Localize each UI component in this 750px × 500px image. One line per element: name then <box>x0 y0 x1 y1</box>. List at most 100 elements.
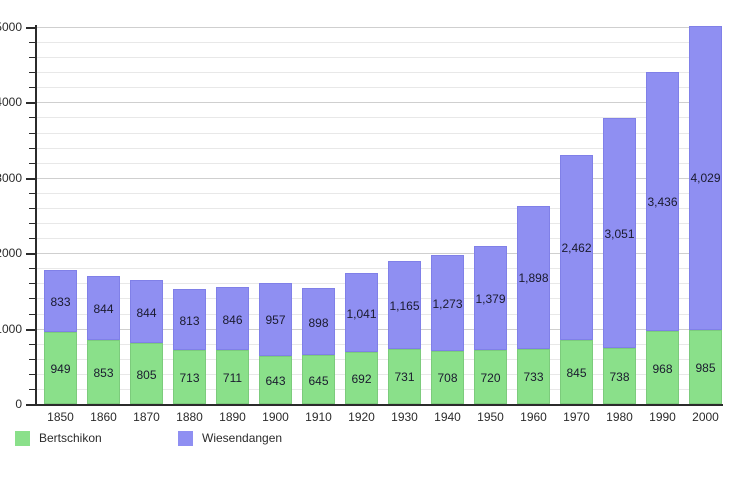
y-axis-tick <box>29 57 36 59</box>
bar-segment-wiesendangen[interactable]: 3,051 <box>603 118 636 349</box>
y-axis-tick <box>29 283 36 285</box>
x-axis-tick-label: 1930 <box>391 410 418 424</box>
bar-segment-wiesendangen[interactable]: 1,379 <box>474 245 507 350</box>
bar-value-label: 643 <box>265 373 286 388</box>
y-axis-tick <box>29 313 36 315</box>
bar-segment-bertschikon[interactable]: 713 <box>173 350 206 404</box>
bar-segment-bertschikon[interactable]: 853 <box>87 339 120 404</box>
bar-value-label: 813 <box>179 313 200 328</box>
bar-value-label: 833 <box>50 295 71 310</box>
bar-segment-wiesendangen[interactable]: 957 <box>259 283 292 356</box>
bar-segment-bertschikon[interactable]: 720 <box>474 349 507 404</box>
bar-value-label: 1,379 <box>475 291 506 306</box>
y-axis-tick <box>29 117 36 119</box>
bar-segment-bertschikon[interactable]: 731 <box>388 348 421 404</box>
bar-segment-bertschikon[interactable]: 645 <box>302 355 335 404</box>
bar-group[interactable]: 711 846 <box>216 286 249 404</box>
gridline-minor <box>36 238 722 240</box>
bar-group[interactable]: 720 1,379 <box>474 245 507 404</box>
bar-value-label: 733 <box>523 370 544 385</box>
bar-group[interactable]: 708 1,273 <box>431 254 464 404</box>
x-axis-tick-label: 1960 <box>520 410 547 424</box>
bar-value-label: 846 <box>222 312 243 327</box>
bar-segment-wiesendangen[interactable]: 846 <box>216 286 249 351</box>
bar-segment-wiesendangen[interactable]: 813 <box>173 288 206 351</box>
bar-group[interactable]: 692 1,041 <box>345 273 378 404</box>
bar-segment-wiesendangen[interactable]: 844 <box>87 276 120 340</box>
bar-value-label: 1,898 <box>518 271 549 286</box>
x-axis-line <box>35 404 723 406</box>
bar-group[interactable]: 985 4,029 <box>689 25 722 404</box>
bar-segment-bertschikon[interactable]: 708 <box>431 350 464 404</box>
gridline-minor <box>36 147 722 149</box>
y-axis-tick <box>29 223 36 225</box>
bar-value-label: 898 <box>308 315 329 330</box>
bar-group[interactable]: 731 1,165 <box>388 261 421 404</box>
bar-segment-wiesendangen[interactable]: 1,273 <box>431 254 464 351</box>
bar-value-label: 708 <box>437 371 458 386</box>
bar-segment-wiesendangen[interactable]: 1,898 <box>517 205 550 349</box>
y-axis-tick <box>29 298 36 300</box>
bar-segment-bertschikon[interactable]: 738 <box>603 348 636 404</box>
bar-segment-bertschikon[interactable]: 968 <box>646 331 679 404</box>
x-axis-tick-label: 1900 <box>262 410 289 424</box>
bar-segment-bertschikon[interactable]: 643 <box>259 355 292 404</box>
x-axis-tick-label: 1970 <box>563 410 590 424</box>
bar-segment-bertschikon[interactable]: 692 <box>345 351 378 404</box>
y-axis-tick <box>29 72 36 74</box>
bar-value-label: 844 <box>93 301 114 316</box>
bar-group[interactable]: 738 3,051 <box>603 118 636 404</box>
legend-label: Wiesendangen <box>202 431 283 445</box>
gridline-minor <box>36 162 722 164</box>
x-axis-tick-label: 1990 <box>649 410 676 424</box>
bar-value-label: 2,462 <box>561 241 592 256</box>
bar-group[interactable]: 733 1,898 <box>517 205 550 404</box>
x-axis-tick-label: 1860 <box>90 410 117 424</box>
bar-segment-wiesendangen[interactable]: 1,165 <box>388 261 421 349</box>
bar-value-label: 1,273 <box>432 296 463 311</box>
legend-swatch <box>15 431 30 446</box>
gridline-minor <box>36 373 722 375</box>
bar-segment-bertschikon[interactable]: 711 <box>216 350 249 404</box>
bar-group[interactable]: 968 3,436 <box>646 71 679 404</box>
y-axis-tick-label: 4000 <box>0 95 22 110</box>
gridline-minor <box>36 117 722 119</box>
bar-group[interactable]: 845 2,462 <box>560 154 593 404</box>
bar-segment-wiesendangen[interactable]: 3,436 <box>646 71 679 332</box>
x-axis-tick-label: 1850 <box>47 410 74 424</box>
gridline-minor <box>36 57 722 59</box>
gridline-major <box>36 27 722 28</box>
bar-segment-wiesendangen[interactable]: 833 <box>44 269 77 333</box>
y-axis-tick <box>29 343 36 345</box>
bar-segment-wiesendangen[interactable]: 4,029 <box>689 25 722 330</box>
bar-segment-bertschikon[interactable]: 805 <box>130 343 163 404</box>
bar-segment-wiesendangen[interactable]: 1,041 <box>345 273 378 352</box>
bar-value-label: 3,436 <box>647 195 678 210</box>
bar-segment-bertschikon[interactable]: 949 <box>44 332 77 404</box>
y-axis-tick-label: 0 <box>15 397 22 411</box>
bar-segment-wiesendangen[interactable]: 844 <box>130 279 163 344</box>
bar-group[interactable]: 949 833 <box>44 269 77 404</box>
y-axis-tick <box>29 162 36 164</box>
bar-group[interactable]: 645 898 <box>302 287 335 404</box>
bar-segment-bertschikon[interactable]: 733 <box>517 348 550 404</box>
bar-group[interactable]: 853 844 <box>87 276 120 404</box>
bar-value-label: 4,029 <box>690 171 721 186</box>
y-axis-tick <box>26 102 36 105</box>
bar-value-label: 968 <box>652 361 673 376</box>
bar-segment-bertschikon[interactable]: 845 <box>560 340 593 404</box>
bar-value-label: 692 <box>351 371 372 386</box>
x-axis-tick-label: 1950 <box>477 410 504 424</box>
bar-segment-wiesendangen[interactable]: 2,462 <box>560 154 593 341</box>
gridline-minor <box>36 72 722 74</box>
bar-segment-wiesendangen[interactable]: 898 <box>302 287 335 356</box>
bar-group[interactable]: 643 957 <box>259 283 292 404</box>
y-axis-tick <box>29 238 36 240</box>
bar-value-label: 1,041 <box>346 306 377 321</box>
bar-value-label: 844 <box>136 305 157 320</box>
bar-segment-bertschikon[interactable]: 985 <box>689 329 722 404</box>
bar-group[interactable]: 805 844 <box>130 279 163 404</box>
gridline-minor <box>36 283 722 285</box>
bar-value-label: 3,051 <box>604 227 635 242</box>
bar-group[interactable]: 713 813 <box>173 288 206 404</box>
